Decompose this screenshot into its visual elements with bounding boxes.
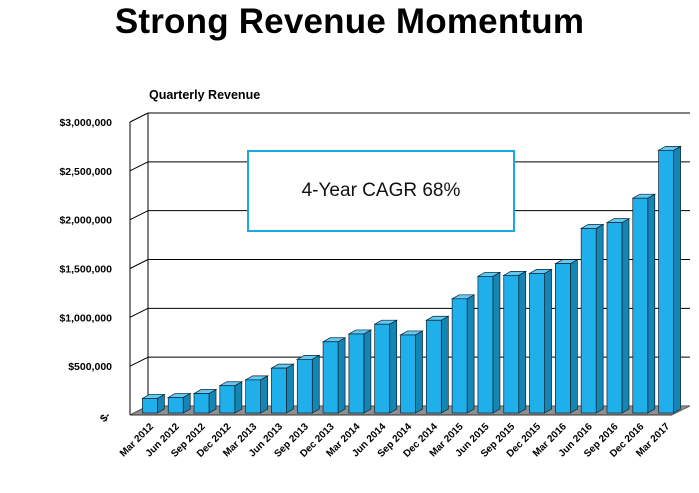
bar	[657, 145, 682, 414]
bar-front	[219, 385, 236, 414]
gridline-depth	[129, 356, 149, 367]
bar	[244, 375, 269, 414]
bar-side	[518, 270, 527, 414]
bar-front	[580, 228, 597, 414]
bar-front	[374, 323, 391, 414]
bar-front	[606, 222, 623, 414]
bar-side	[260, 375, 268, 414]
bar	[166, 392, 192, 414]
bar	[579, 223, 605, 414]
cagr-callout-box: 4-Year CAGR 68%	[247, 150, 515, 232]
bar-side	[544, 268, 552, 414]
bar	[605, 218, 631, 414]
bar-front	[193, 393, 210, 414]
bar-front	[245, 379, 261, 414]
bar-side	[621, 218, 630, 414]
bar-front	[632, 197, 649, 414]
bar-side	[466, 294, 475, 414]
gridline-depth	[129, 210, 149, 221]
gridline-depth	[129, 259, 149, 269]
y-tick-label: $500,000	[68, 361, 112, 373]
y-tick-label: $3,000,000	[59, 117, 112, 129]
bar	[270, 363, 295, 414]
bar-front	[555, 263, 571, 414]
bar-front	[296, 359, 313, 414]
bar-front	[348, 333, 365, 414]
bar-side	[234, 381, 243, 414]
gridline-depth	[129, 112, 149, 123]
bar-front	[503, 275, 520, 414]
bar	[476, 271, 502, 414]
bar	[528, 268, 553, 414]
bar	[192, 388, 218, 414]
bar-front	[322, 341, 339, 414]
bar-side	[363, 329, 372, 414]
bar-side	[440, 315, 449, 414]
bar	[373, 319, 399, 414]
bar	[424, 315, 450, 414]
y-tick-label: $2,500,000	[59, 166, 112, 178]
bar	[399, 330, 424, 414]
bar	[218, 381, 244, 414]
bar-front	[271, 367, 287, 414]
y-tick-label: $1,500,000	[59, 264, 112, 276]
bar-front	[425, 319, 442, 414]
y-axis-ticks: $- $500,000 $1,000,000 $1,500,000 $2,000,000…	[59, 117, 113, 425]
bar-side	[647, 193, 656, 414]
bar	[321, 337, 347, 414]
bar-side	[595, 223, 604, 414]
bar-side	[286, 363, 294, 414]
bar-front	[529, 273, 545, 414]
bar	[450, 294, 476, 414]
bar-front	[477, 275, 494, 414]
bar-side	[492, 271, 501, 414]
y-tick-label: $-	[98, 409, 113, 424]
bar	[554, 259, 579, 414]
bar	[347, 329, 373, 414]
bar-front	[451, 298, 468, 414]
bar-front	[167, 397, 184, 414]
bar	[295, 354, 321, 414]
gridline-depth	[129, 161, 149, 172]
y-tick-label: $2,000,000	[59, 215, 112, 227]
bar-front	[658, 149, 674, 414]
y-tick-label: $1,000,000	[59, 312, 112, 324]
bar-side	[570, 259, 578, 414]
bar-side	[389, 319, 398, 414]
bar-side	[337, 337, 346, 414]
bar-side	[311, 354, 320, 414]
bar-side	[415, 330, 423, 414]
gridline-depth	[129, 307, 149, 318]
bar	[502, 270, 528, 414]
bar-front	[400, 334, 416, 414]
chart-subtitle: Quarterly Revenue	[149, 88, 261, 102]
bar-front	[142, 398, 158, 414]
bar	[631, 193, 657, 414]
chart-bars	[141, 145, 682, 414]
bar	[141, 393, 166, 414]
page-title: Strong Revenue Momentum	[114, 2, 585, 41]
cagr-callout-text: 4-Year CAGR 68%	[301, 180, 461, 201]
bar-side	[673, 145, 681, 414]
